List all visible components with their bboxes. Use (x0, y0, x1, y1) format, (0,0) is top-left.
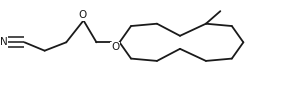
Text: O: O (111, 42, 119, 52)
Text: N: N (0, 37, 7, 47)
Text: O: O (79, 10, 87, 20)
